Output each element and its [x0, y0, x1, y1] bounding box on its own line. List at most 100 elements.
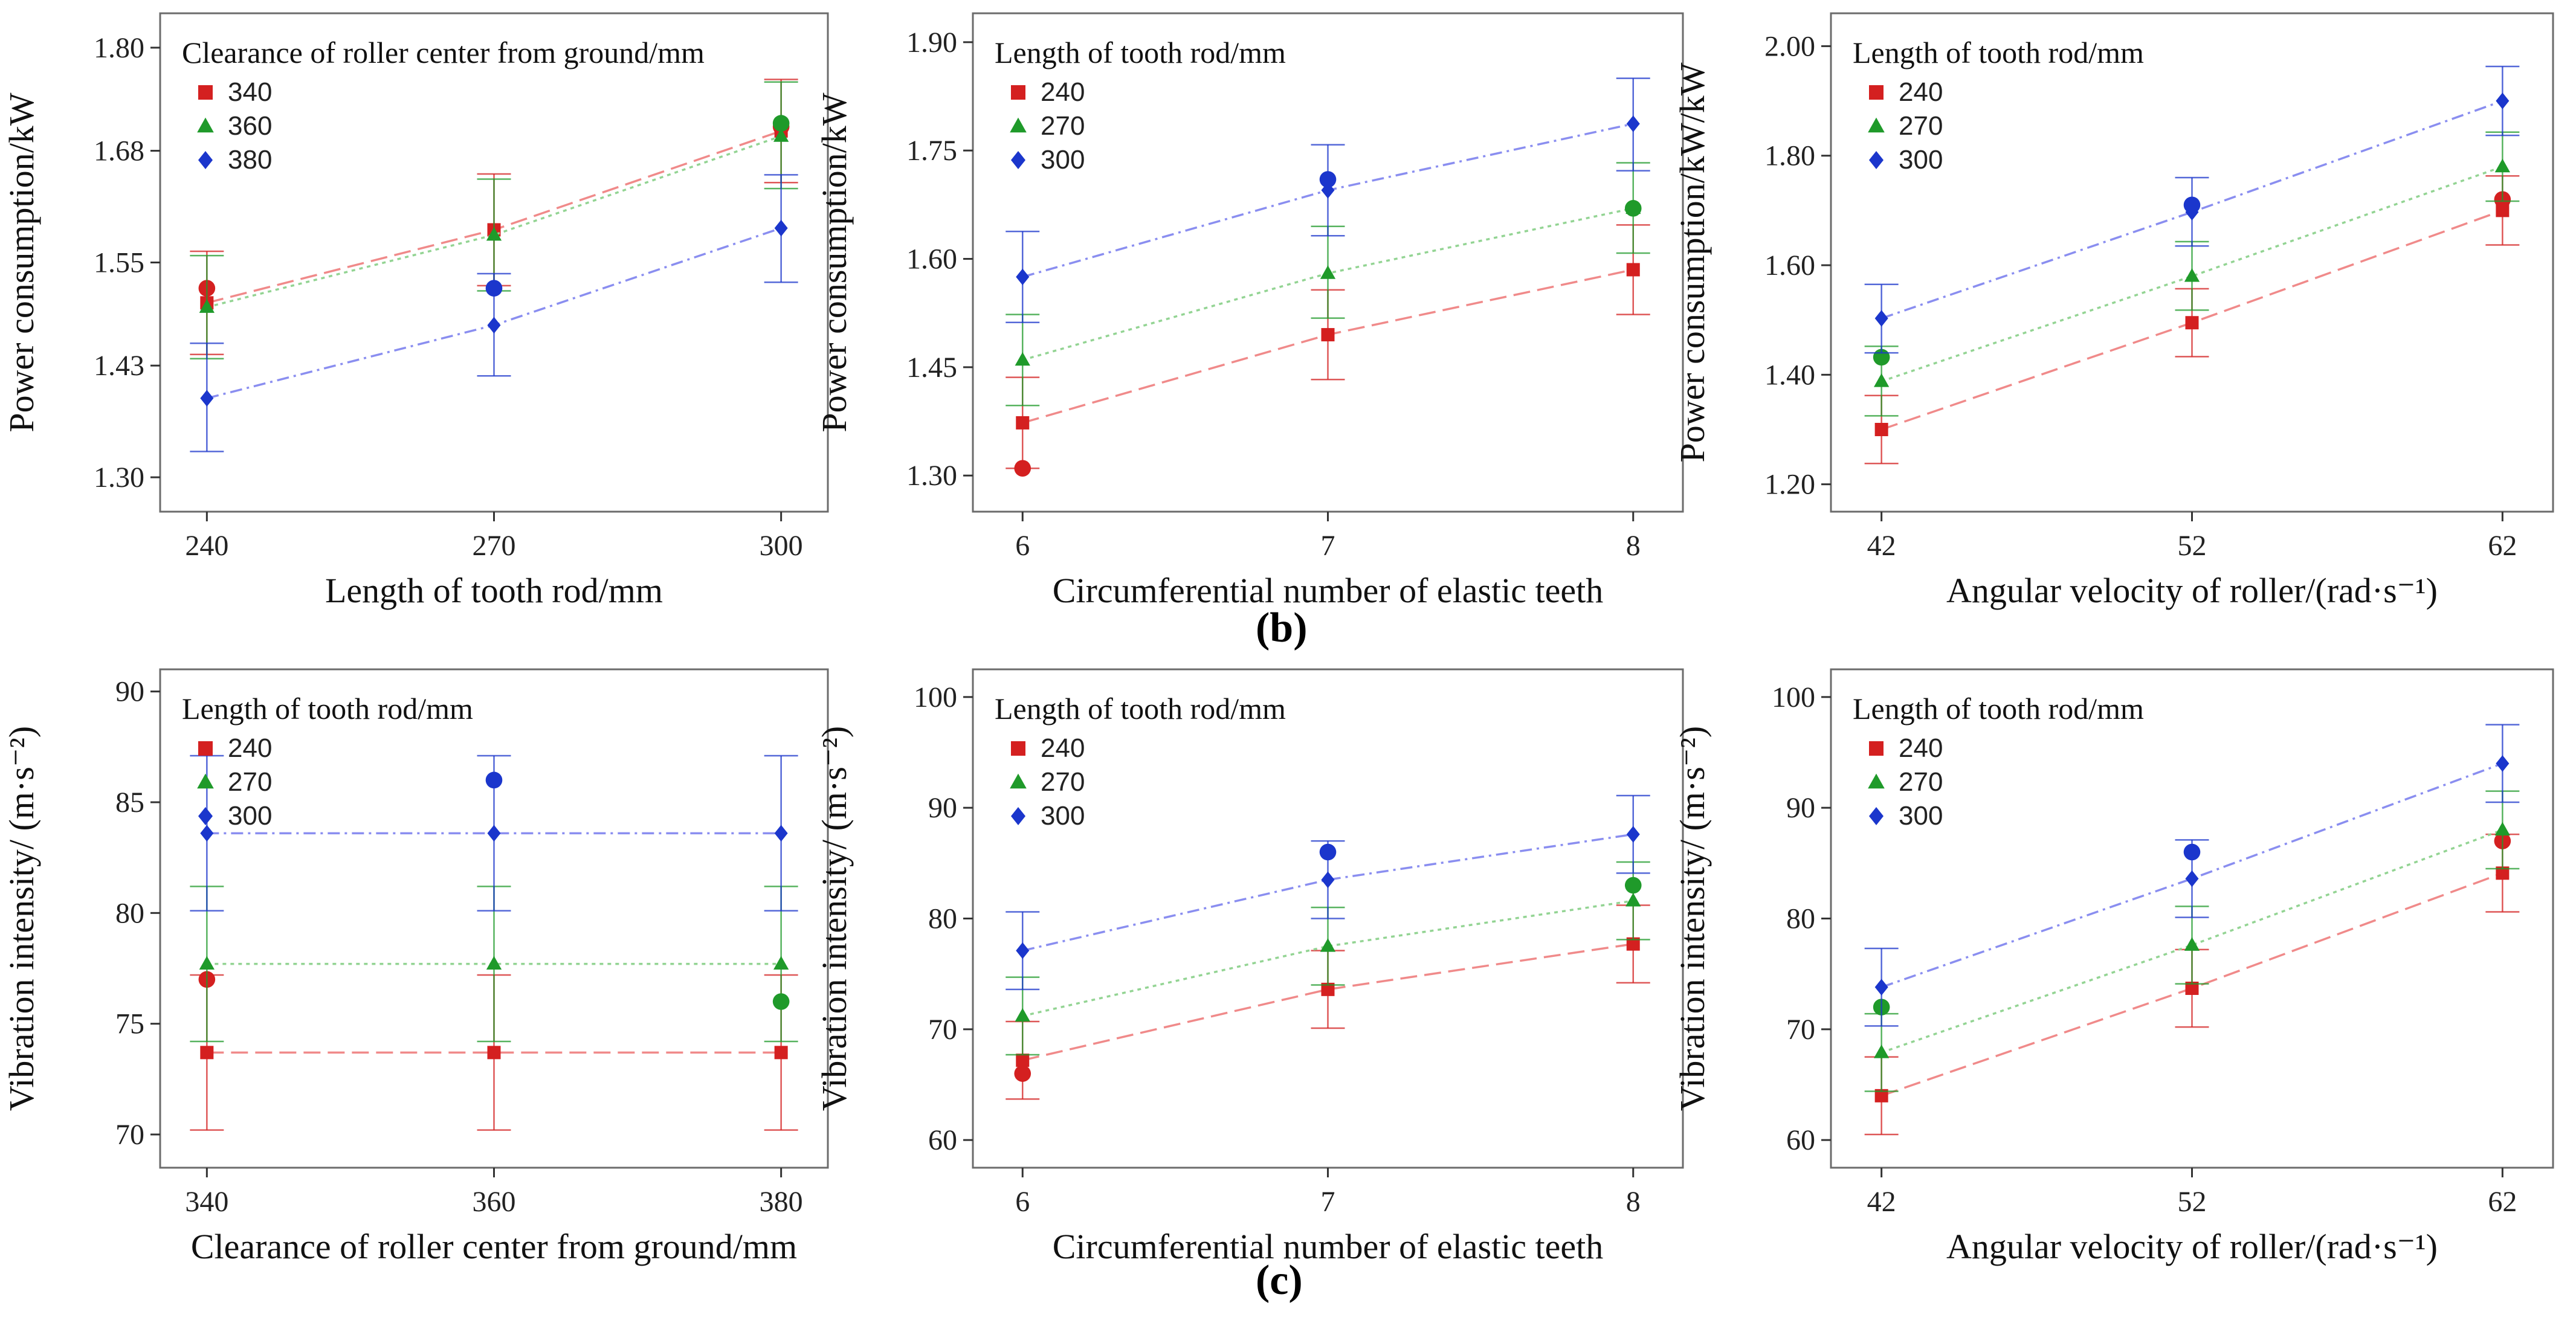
fit-point [1626, 826, 1640, 843]
fit-point [1015, 1008, 1030, 1022]
panel-label-c: (c) [1256, 1257, 1303, 1304]
legend-marker [198, 807, 213, 825]
x-tick-label: 52 [2178, 530, 2207, 562]
chart-c2: 60 70 80 90 100 6 7 8 Circumferential number of … [815, 668, 1684, 1266]
legend-marker [197, 117, 214, 133]
legend-title: Length of tooth rod/mm [995, 692, 1286, 726]
x-axis-label: Clearance of roller center from ground/m… [191, 1227, 797, 1266]
fit-point [774, 825, 788, 842]
legend-label: 300 [1899, 801, 1943, 831]
fit-point [1874, 310, 1888, 327]
fit-point [1626, 263, 1640, 277]
fit-point [1874, 1044, 1890, 1058]
fit-point [1320, 938, 1336, 952]
legend-marker [1011, 85, 1025, 100]
legend-marker [198, 151, 213, 169]
observed-point [485, 771, 503, 789]
legend-label: 240 [1041, 733, 1085, 763]
y-tick-label: 2.00 [1764, 30, 1815, 62]
legend-marker [1868, 773, 1885, 789]
series-380 [190, 174, 798, 452]
x-axis-label: Circumferential number of elastic teeth [1053, 1227, 1604, 1266]
y-tick-label: 90 [928, 792, 957, 824]
fit-point [1874, 1089, 1888, 1102]
y-tick-label: 75 [115, 1008, 144, 1040]
series-270 [190, 886, 798, 1043]
y-tick-label: 1.55 [94, 247, 144, 279]
y-tick-label: 1.80 [1764, 140, 1815, 172]
y-axis-label: Vibration intensity/ (m·s⁻²) [2, 726, 41, 1111]
fit-point [1626, 937, 1640, 951]
legend-marker [1010, 117, 1027, 133]
observed-point [772, 993, 790, 1010]
legend-label: 360 [228, 111, 272, 141]
fit-point [1015, 352, 1030, 366]
fit-point [486, 956, 502, 970]
observed-point [485, 280, 503, 297]
x-tick-label: 380 [760, 1186, 803, 1218]
series-300 [1006, 794, 1650, 991]
fit-line [1022, 833, 1634, 952]
x-tick-label: 8 [1626, 1186, 1641, 1218]
fit-point [487, 1046, 501, 1060]
legend-label: 300 [1041, 145, 1085, 175]
series-270 [1864, 131, 2520, 417]
legend-marker [1869, 151, 1884, 169]
fit-point [2496, 755, 2510, 772]
chart-b2: 1.30 1.45 1.60 1.75 1.90 6 7 8 Circumferential n… [815, 12, 1684, 610]
observed-point [2183, 196, 2201, 214]
x-tick-label: 8 [1626, 530, 1641, 562]
series-300 [1006, 77, 1650, 323]
fit-point [2496, 866, 2510, 880]
y-tick-label: 80 [928, 903, 957, 935]
y-tick-label: 100 [914, 681, 957, 713]
fit-point [1321, 328, 1335, 342]
legend-label: 240 [1899, 733, 1943, 763]
legend-label: 300 [1899, 145, 1943, 175]
series-300 [1864, 65, 2520, 354]
legend-marker [197, 773, 214, 789]
y-tick-label: 1.60 [1764, 249, 1815, 282]
fit-line [206, 135, 782, 309]
legend-title: Length of tooth rod/mm [1853, 36, 2144, 69]
fit-point [1321, 982, 1335, 996]
legend-label: 270 [228, 767, 272, 797]
legend-label: 340 [228, 77, 272, 107]
fit-point [774, 219, 788, 237]
y-tick-label: 85 [115, 787, 144, 819]
fit-point [1320, 265, 1336, 279]
legend-marker [198, 741, 213, 756]
x-tick-label: 240 [185, 530, 228, 562]
fit-point [199, 956, 215, 970]
series-300 [1864, 724, 2520, 1027]
x-tick-label: 300 [760, 530, 803, 562]
fit-point [199, 299, 215, 313]
panel-label-b: (b) [1256, 605, 1308, 651]
x-tick-label: 52 [2178, 1186, 2207, 1218]
legend-marker [1869, 807, 1884, 825]
y-tick-label: 100 [1772, 681, 1815, 713]
x-tick-label: 62 [2488, 530, 2517, 562]
fit-point [1016, 416, 1030, 430]
legend-marker [1011, 151, 1025, 169]
observed-point [1014, 460, 1031, 477]
fit-point [2185, 982, 2199, 995]
chart-b1: 1.30 1.43 1.55 1.68 1.80 240 270 300 Length of t… [2, 12, 829, 610]
y-tick-label: 70 [1786, 1014, 1815, 1046]
x-axis-label: Circumferential number of elastic teeth [1053, 571, 1604, 610]
legend-label: 240 [228, 733, 272, 763]
legend-marker [1869, 741, 1884, 756]
legend: Length of tooth rod/mm 240 270 300 [1853, 36, 2144, 175]
fit-point [1626, 115, 1640, 132]
x-axis-label: Length of tooth rod/mm [325, 571, 663, 610]
legend: Length of tooth rod/mm 240 270 300 [995, 36, 1286, 175]
observed-point [1014, 1065, 1031, 1082]
fit-point [2494, 158, 2510, 173]
fit-point [2184, 937, 2200, 951]
y-tick-label: 60 [1786, 1124, 1815, 1156]
y-tick-label: 1.45 [906, 352, 957, 384]
fit-point [2185, 316, 2199, 330]
fit-point [1321, 871, 1335, 889]
fit-point [200, 825, 214, 842]
